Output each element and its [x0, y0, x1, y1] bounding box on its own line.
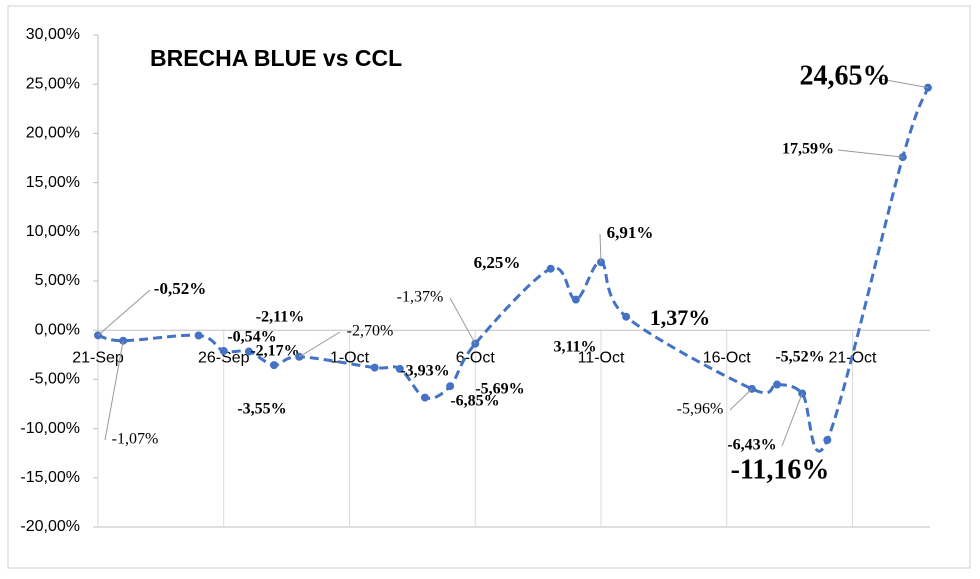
data-label: -6,85% [450, 393, 499, 410]
data-label: -5,52% [775, 349, 824, 366]
data-label: -5,69% [475, 381, 524, 398]
x-tick-label: 6-Oct [456, 349, 496, 366]
data-label: 24,65% [800, 60, 891, 91]
data-point [270, 361, 279, 370]
data-label: -1,37% [397, 289, 444, 306]
chart-frame [7, 5, 971, 569]
chart-title: BRECHA BLUE vs CCL [150, 45, 402, 71]
data-label: 6,91% [607, 223, 654, 242]
x-tick-label: 26-Sep [198, 349, 250, 366]
y-tick-label: 10,00% [26, 223, 80, 240]
label-leader [104, 340, 124, 441]
data-point [370, 363, 379, 372]
data-label: 3,11% [553, 339, 596, 356]
data-label: 17,59% [782, 141, 834, 158]
data-label: -2,17% [250, 343, 299, 360]
data-point [446, 382, 455, 391]
x-tick-label: 11-Oct [578, 349, 625, 366]
label-leader [298, 331, 341, 358]
data-point [823, 436, 832, 445]
data-label: -1,07% [112, 431, 159, 448]
data-point [194, 331, 203, 340]
data-point [420, 393, 429, 402]
data-label: -5,96% [677, 401, 724, 418]
y-tick-label: -15,00% [20, 469, 80, 486]
data-point [773, 380, 782, 389]
y-tick-label: 25,00% [26, 75, 80, 92]
label-leader [449, 297, 476, 344]
data-point [244, 347, 253, 356]
y-tick-label: 5,00% [35, 272, 80, 289]
label-leader [874, 77, 929, 89]
data-point [622, 312, 631, 321]
data-label: -0,54% [227, 329, 276, 346]
label-leader [599, 233, 602, 263]
y-tick-label: 0,00% [35, 321, 80, 338]
y-tick-label: 15,00% [26, 174, 80, 191]
data-label: -2,11% [256, 309, 304, 326]
data-label: -3,93% [400, 363, 449, 380]
data-label: -6,43% [727, 437, 776, 454]
data-point [571, 295, 580, 304]
y-tick-label: 30,00% [26, 26, 80, 43]
x-tick-label: 21-Sep [72, 349, 124, 366]
y-tick-label: 20,00% [26, 125, 80, 142]
data-label: -11,16% [731, 454, 830, 485]
label-leader [97, 289, 151, 336]
label-leader [781, 393, 803, 447]
data-point [395, 364, 404, 373]
y-tick-label: -20,00% [20, 518, 80, 535]
x-tick-label: 1-Oct [330, 349, 370, 366]
y-tick-label: -10,00% [20, 420, 80, 437]
data-label: -3,55% [237, 401, 286, 418]
y-tick-label: -5,00% [29, 371, 80, 388]
data-label: 6,25% [474, 253, 521, 272]
data-point [546, 264, 555, 273]
data-point [219, 346, 228, 355]
label-leader [729, 388, 753, 411]
data-label: -0,52% [154, 279, 206, 298]
data-label: 1,37% [650, 305, 711, 330]
data-label: -2,70% [347, 323, 394, 340]
label-leader [837, 149, 903, 158]
x-tick-label: 16-Oct [703, 349, 752, 366]
